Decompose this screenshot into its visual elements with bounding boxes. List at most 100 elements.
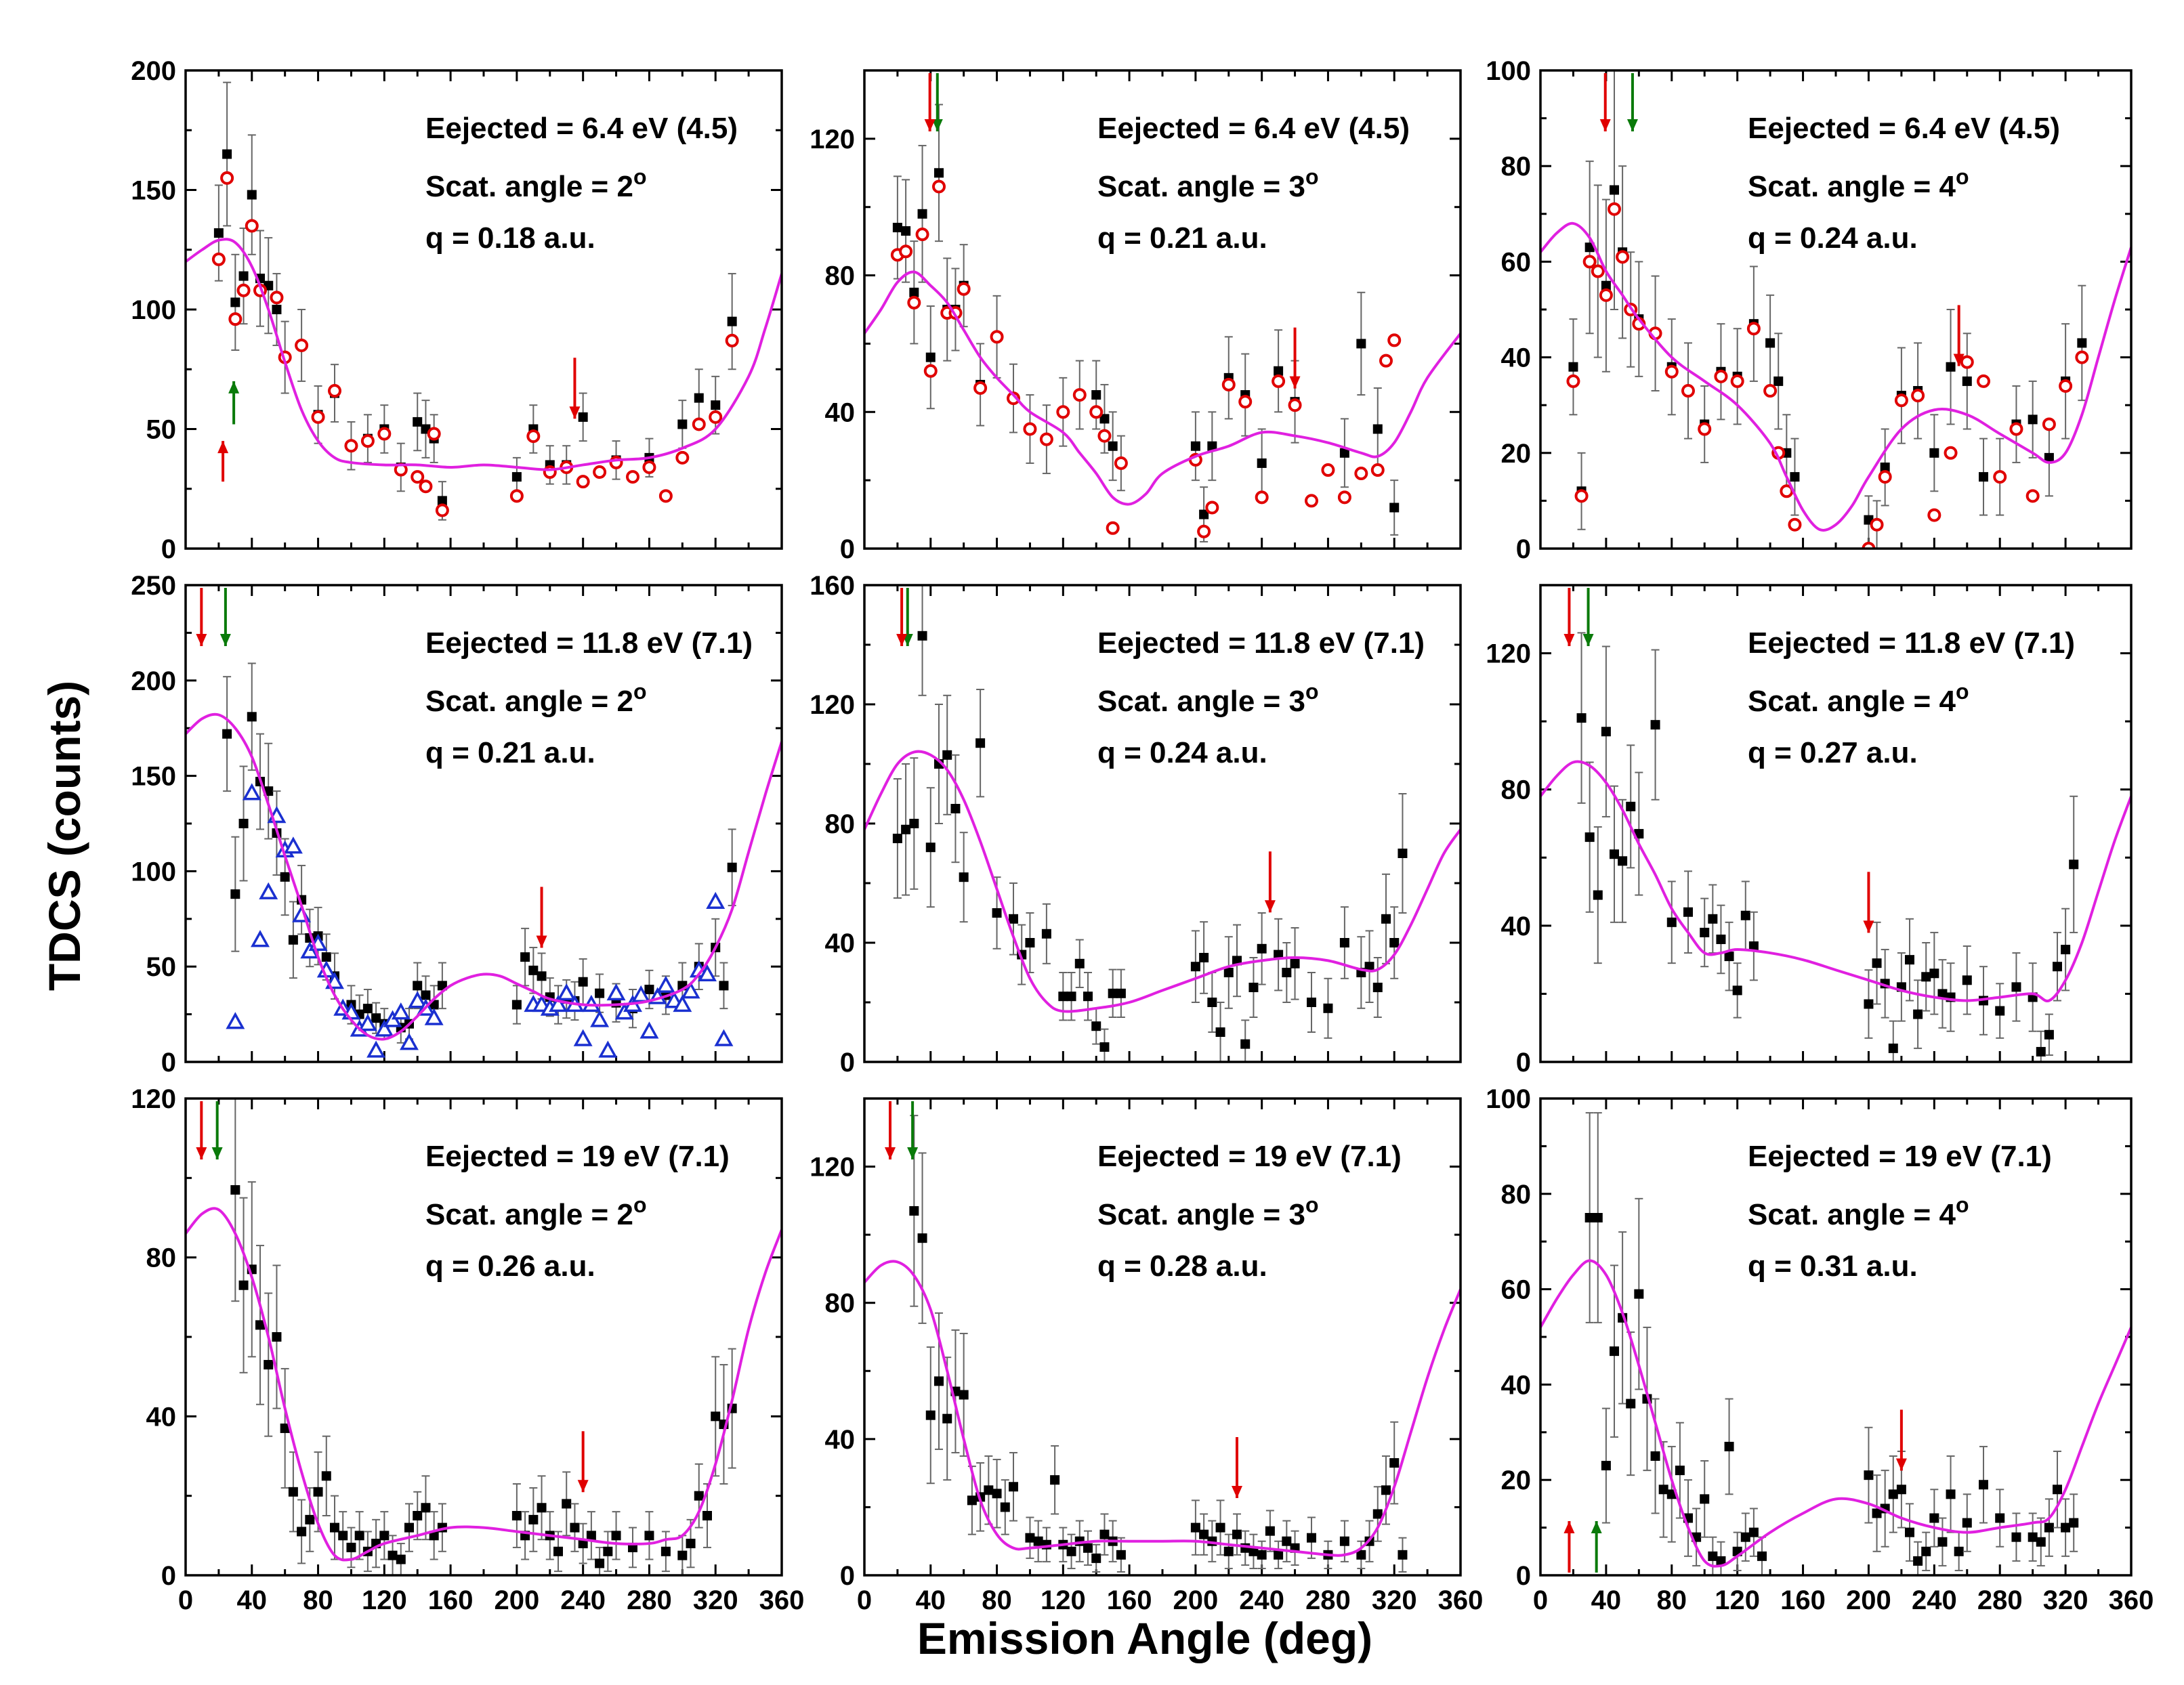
annotation-scat-angle-value: Scat. angle = 4 (1748, 170, 1956, 203)
data-point-square (1675, 1466, 1685, 1476)
data-point-triangle (573, 1029, 593, 1046)
arrow-head-red (1264, 900, 1276, 913)
plot-area (864, 1115, 1461, 1573)
data-point-square (1601, 727, 1611, 737)
data-point-square (511, 1511, 522, 1520)
data-point-square (942, 750, 952, 760)
data-point-square (1872, 1508, 1882, 1518)
x-tick-label: 320 (1372, 1585, 1417, 1615)
data-point-circle (1616, 250, 1630, 264)
data-point-circle (907, 295, 921, 310)
data-point-square (1650, 1451, 1660, 1461)
annotation-scat-angle: Scat. angle = 4o (1748, 679, 1969, 718)
y-tick-label: 40 (1501, 1370, 1532, 1400)
x-tick-label: 200 (495, 1585, 540, 1615)
data-point-square (1708, 914, 1718, 924)
degree-superscript: o (633, 1193, 647, 1217)
data-point-circle (1337, 490, 1351, 505)
data-point-square (1009, 914, 1018, 924)
arrow-head-red (1289, 376, 1301, 389)
data-point-square (727, 862, 737, 872)
y-tick-label: 0 (161, 1561, 176, 1591)
x-axis-title: Emission Angle (deg) (917, 1613, 1372, 1663)
y-tick-label: 200 (131, 56, 176, 86)
data-point-square (719, 981, 729, 991)
data-point-square (1372, 1509, 1383, 1519)
data-point-square (1223, 1546, 1234, 1556)
data-point-circle (1197, 524, 1211, 538)
data-point-square (677, 1550, 688, 1560)
arrow-head-red (1599, 119, 1611, 131)
data-point-triangle (549, 994, 568, 1012)
data-point-circle (1894, 393, 1908, 408)
data-point-square (1215, 1027, 1225, 1037)
data-point-square (603, 1546, 613, 1556)
data-point-circle (1993, 470, 2007, 484)
data-point-square (992, 908, 1002, 918)
data-point-circle (311, 410, 325, 424)
data-point-square (437, 981, 447, 991)
data-point-circle (1944, 446, 1958, 460)
data-point-square (1274, 366, 1284, 376)
y-tick-label: 60 (1501, 1275, 1532, 1305)
data-point-square (413, 981, 423, 991)
data-point-square (404, 1522, 414, 1533)
data-point-square (1083, 991, 1093, 1002)
annotation-q: q = 0.24 a.u. (1748, 221, 1918, 255)
data-point-square (1773, 376, 1784, 386)
data-point-square (297, 1527, 307, 1537)
data-point-triangle (259, 882, 278, 899)
data-point-circle (211, 252, 226, 266)
data-point-square (1207, 441, 1217, 451)
x-tick-label: 80 (303, 1585, 333, 1615)
data-point-square (1584, 832, 1595, 842)
data-point-circle (236, 283, 251, 297)
annotation-scat-angle: Scat. angle = 4o (1748, 1193, 1969, 1231)
data-point-square (578, 412, 588, 422)
data-point-square (1257, 943, 1267, 954)
data-point-square (1716, 1556, 1726, 1566)
data-point-circle (1977, 374, 1990, 388)
y-tick-label: 0 (840, 1048, 855, 1078)
data-point-triangle (242, 783, 261, 801)
y-tick-label: 120 (810, 125, 855, 154)
data-point-square (1576, 713, 1587, 723)
data-point-square (1066, 991, 1076, 1002)
panel-row2-col1: 0 50 100 150 200 250 Eejected = 11.8 eV (7.1) S… (131, 571, 783, 1078)
data-point-square (1732, 985, 1742, 996)
panel-row1-col2: 0 40 80 120 Eejected = 6.4 eV (4.5) Scat. ang… (810, 69, 1462, 564)
annotation-energy: Eejected = 11.8 eV (7.1) (1748, 626, 2075, 660)
data-point-square (1190, 441, 1200, 451)
data-point-circle (2042, 417, 2056, 431)
data-point-square (2028, 414, 2038, 425)
theory-curve (186, 712, 782, 1041)
data-point-square (1979, 1480, 1988, 1490)
data-point-square (1066, 1546, 1076, 1556)
panel-row2-col3: 0 40 80 120 Eejected = 11.8 eV (7.1) Scat. an… (1486, 584, 2133, 1078)
data-point-square (1274, 1550, 1284, 1560)
data-point-square (1593, 890, 1603, 900)
data-point-square (1593, 1213, 1603, 1222)
y-tick-label: 150 (131, 762, 176, 792)
data-point-square (537, 971, 547, 981)
data-point-square (909, 819, 919, 828)
data-point-square (1929, 448, 1939, 458)
data-point-square (2028, 1532, 2038, 1542)
arrow-head-red (536, 935, 547, 948)
data-point-square (959, 872, 969, 882)
data-point-circle (245, 219, 259, 233)
data-point-triangle (408, 991, 427, 1008)
data-point-square (925, 842, 936, 853)
data-point-square (1033, 1536, 1043, 1546)
plot-area (1540, 1112, 2131, 1575)
degree-superscript: o (633, 679, 647, 704)
data-point-square (354, 1531, 364, 1541)
data-point-square (1323, 1003, 1333, 1013)
data-point-square (1979, 472, 1988, 482)
data-point-square (437, 496, 447, 506)
data-point-square (1356, 339, 1366, 349)
panel-row1-col1: 0 50 100 150 200 Eejected = 6.4 eV (4.5) Scat.… (131, 56, 783, 564)
annotation-energy: Eejected = 19 eV (7.1) (425, 1140, 730, 1173)
data-point-square (1790, 472, 1800, 482)
plot-frame (184, 1097, 783, 1577)
